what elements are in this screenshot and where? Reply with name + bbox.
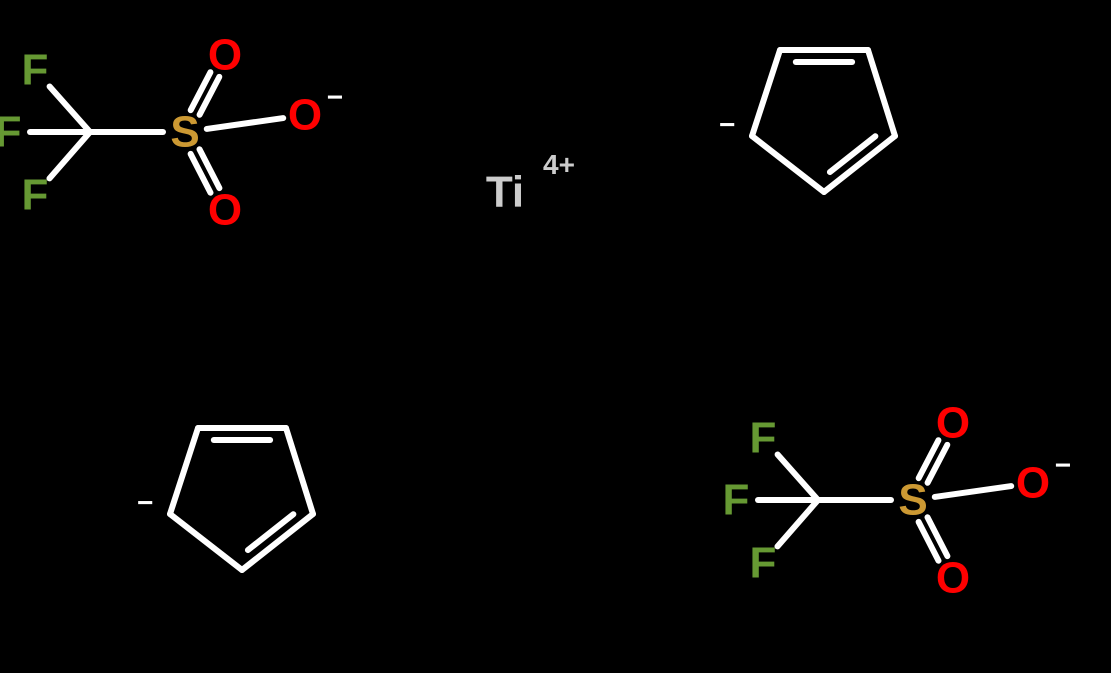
cp-carbanion-charge-0: − [137,487,153,518]
bond [752,136,824,192]
bond [824,136,895,192]
bond [170,428,198,514]
fluorine-atom: F [22,46,49,95]
bond [778,454,818,500]
titanium-charge: 4+ [543,149,575,180]
bond [935,486,1011,497]
bond [868,50,895,136]
oxygen-atom: O [208,31,242,80]
bond [170,514,242,570]
oxygen-atom: O [208,186,242,235]
bond [752,50,780,136]
fluorine-atom: F [22,171,49,220]
oxygen-atom: O [1016,459,1050,508]
fluorine-atom: F [723,476,750,525]
bond [207,118,283,129]
sulfur-atom: S [898,476,927,525]
oxide-charge: − [1055,450,1071,481]
bond [286,428,313,514]
bond [777,500,818,546]
cp-carbanion-charge-1: − [719,109,735,140]
oxygen-atom: O [288,91,322,140]
oxygen-atom: O [936,399,970,448]
bond [242,514,313,570]
sulfur-atom: S [170,108,199,157]
bond [49,132,90,178]
fluorine-atom: F [750,539,777,588]
oxide-charge: − [327,82,343,113]
fluorine-atom: F [0,108,21,157]
oxygen-atom: O [936,554,970,603]
titanium-atom: Ti [486,168,524,217]
fluorine-atom: F [750,414,777,463]
bond [50,86,90,132]
